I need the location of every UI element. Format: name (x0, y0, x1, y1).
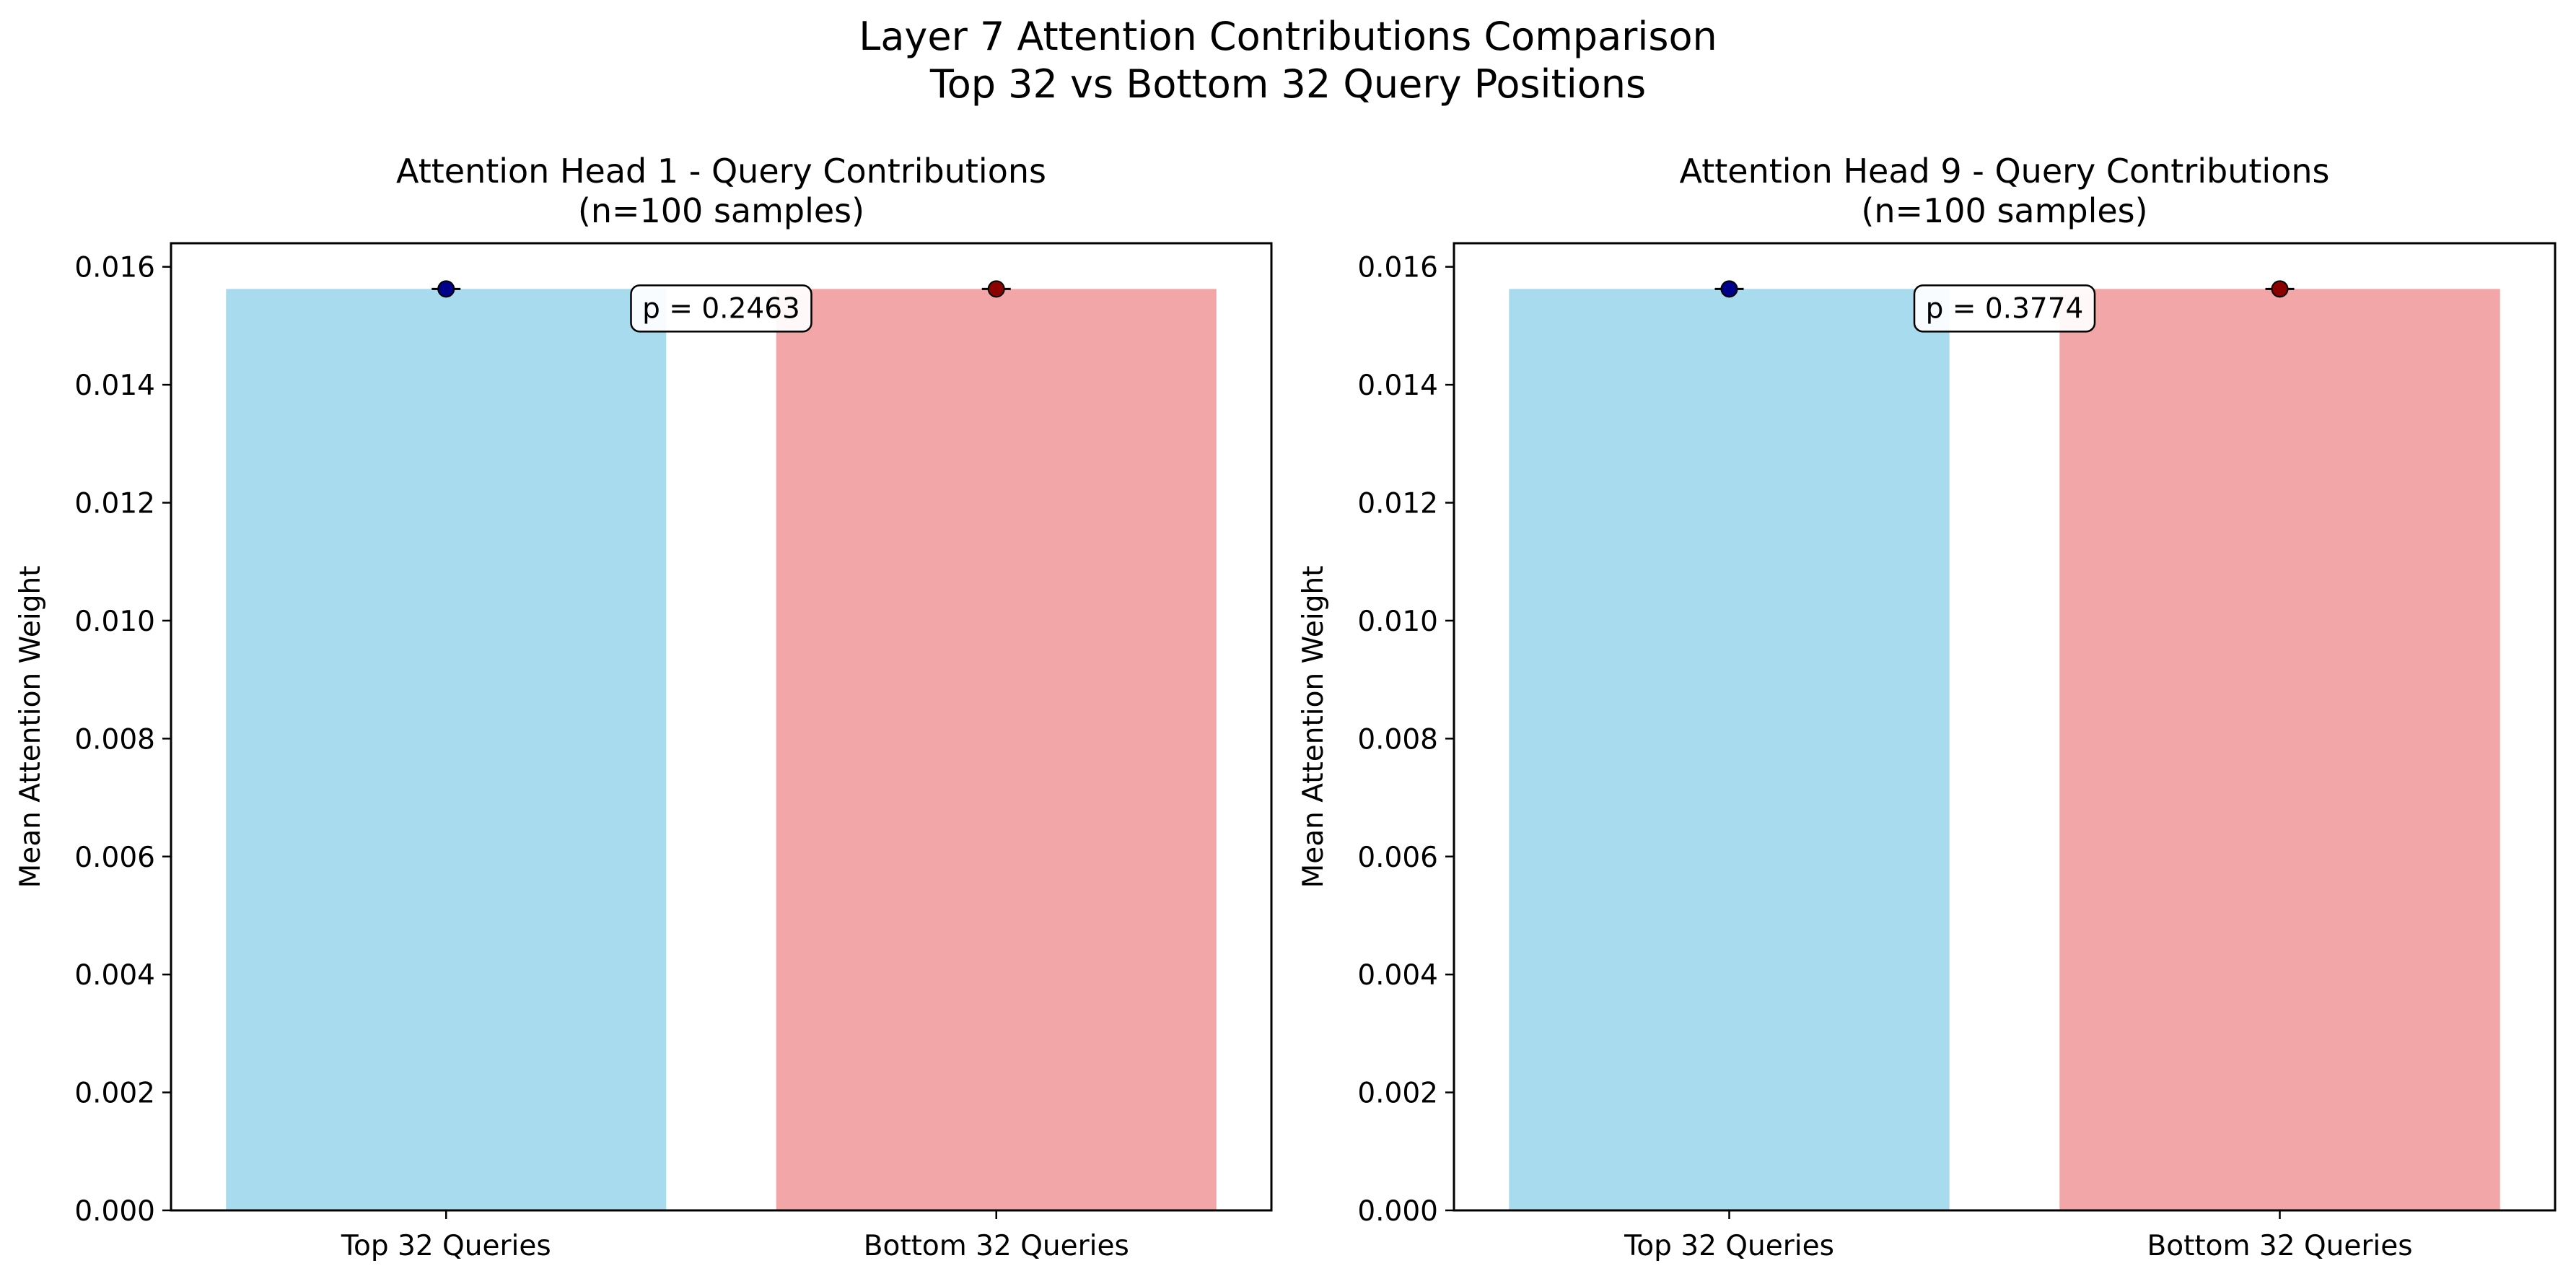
chart-panel-1: 0.000 0.002 0.004 0.006 0.008 0.010 0.012 0.014… (14, 152, 1273, 1262)
p-value-box (1913, 284, 2096, 333)
figure-title-line-1: Layer 7 Attention Contributions Comparis… (859, 14, 1717, 59)
x-tick-label: Bottom 32 Queries (864, 1230, 1129, 1262)
y-tick-label: 0.016 (74, 252, 155, 284)
axes-frame (170, 242, 1273, 1212)
p-value-box (630, 284, 812, 333)
y-tick-label: 0.000 (1357, 1195, 1438, 1228)
y-tick-label: 0.014 (74, 370, 155, 402)
x-tick-label: Top 32 Queries (1624, 1230, 1834, 1262)
mean-marker-1 (437, 280, 455, 298)
y-tick-label: 0.004 (1357, 959, 1438, 992)
bar-1 (226, 289, 667, 1210)
mean-marker-2 (987, 280, 1005, 298)
bar-2 (2059, 289, 2500, 1210)
mean-marker-1 (1720, 280, 1738, 298)
y-tick-label: 0.012 (1357, 488, 1438, 520)
y-tick-label: 0.010 (1357, 606, 1438, 638)
y-tick-label: 0.000 (74, 1195, 155, 1228)
bar-2 (776, 289, 1217, 1210)
x-tick-label: Top 32 Queries (341, 1230, 551, 1262)
y-tick-label: 0.016 (1357, 252, 1438, 284)
bar-1 (1509, 289, 1950, 1210)
y-tick-label: 0.006 (74, 842, 155, 874)
figure-title-line-2: Top 32 vs Bottom 32 Query Positions (929, 61, 1647, 107)
panel-title: Attention Head 1 - Query Contributions (396, 152, 1046, 191)
y-tick-label: 0.002 (1357, 1078, 1438, 1110)
y-tick-label: 0.006 (1357, 842, 1438, 874)
y-tick-label: 0.010 (74, 606, 155, 638)
chart-panel-2: 0.000 0.002 0.004 0.006 0.008 0.010 0.012 0.014… (1297, 152, 2557, 1262)
panel-title: Attention Head 9 - Query Contributions (1680, 152, 2330, 191)
y-axis-label: Mean Attention Weight (14, 566, 47, 888)
y-tick-label: 0.012 (74, 488, 155, 520)
y-axis-label: Mean Attention Weight (1297, 566, 1330, 888)
panel-subtitle: (n=100 samples) (1861, 191, 2147, 230)
y-tick-label: 0.002 (74, 1078, 155, 1110)
y-tick-label: 0.004 (74, 959, 155, 992)
panel-subtitle: (n=100 samples) (578, 191, 864, 230)
axes-frame (1453, 242, 2557, 1212)
mean-marker-2 (2271, 280, 2289, 298)
y-tick-label: 0.014 (1357, 370, 1438, 402)
y-tick-label: 0.008 (1357, 723, 1438, 756)
x-tick-label: Bottom 32 Queries (2147, 1230, 2412, 1262)
y-tick-label: 0.008 (74, 723, 155, 756)
p-value-label: p = 0.3774 (1926, 292, 2084, 325)
p-value-label: p = 0.2463 (642, 292, 800, 325)
figure-title: Layer 7 Attention Contributions Comparis… (0, 13, 2576, 108)
